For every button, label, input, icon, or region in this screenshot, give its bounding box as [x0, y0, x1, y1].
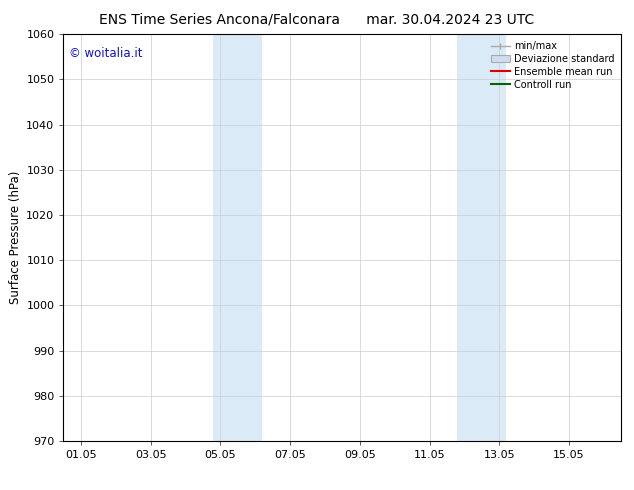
Text: ENS Time Series Ancona/Falconara      mar. 30.04.2024 23 UTC: ENS Time Series Ancona/Falconara mar. 30…	[100, 12, 534, 26]
Text: © woitalia.it: © woitalia.it	[69, 47, 143, 59]
Legend: min/max, Deviazione standard, Ensemble mean run, Controll run: min/max, Deviazione standard, Ensemble m…	[487, 37, 618, 94]
Y-axis label: Surface Pressure (hPa): Surface Pressure (hPa)	[9, 171, 22, 304]
Bar	[458, 34, 506, 441]
Bar	[213, 34, 262, 441]
